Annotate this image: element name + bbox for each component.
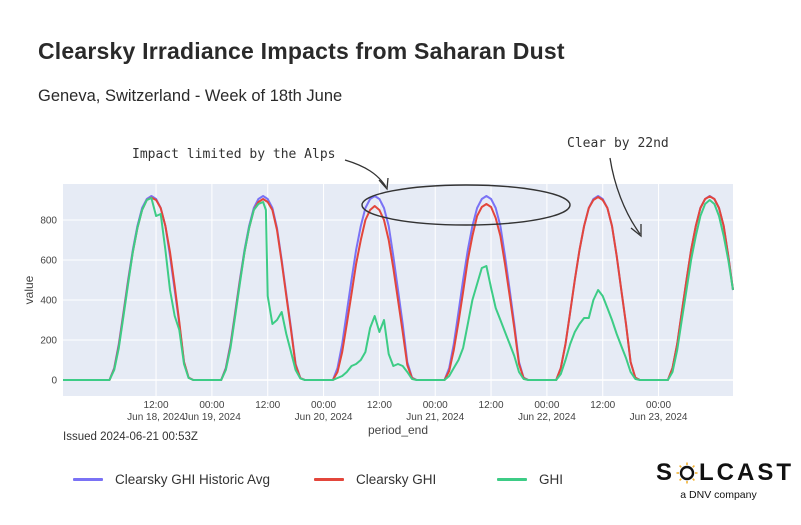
x-tick-date: Jun 21, 2024	[406, 412, 464, 423]
legend-label-clearsky: Clearsky GHI	[356, 471, 437, 487]
x-tick-date: Jun 22, 2024	[518, 412, 576, 423]
issued-timestamp: Issued 2024-06-21 00:53Z	[63, 431, 198, 443]
y-tick-label: 600	[40, 256, 57, 267]
chart-subtitle: Geneva, Switzerland - Week of 18th June	[38, 87, 343, 105]
y-tick-label: 800	[40, 216, 57, 227]
annotation-alps-arrow	[344, 159, 387, 188]
legend-label-ghi: GHI	[539, 471, 564, 487]
x-tick-label: 12:00	[255, 400, 280, 411]
x-tick-label: 00:00	[423, 400, 448, 411]
x-tick-label: 00:00	[534, 400, 559, 411]
annotation-alps-ellipse	[361, 184, 571, 226]
solcast-logo: S LCAST a DNV company	[656, 459, 791, 501]
legend-swatch-ghi	[497, 477, 527, 481]
annotation-clear: Clear by 22nd	[567, 136, 669, 151]
legend-item-historic[interactable]: Clearsky GHI Historic Avg	[73, 470, 270, 488]
x-tick-label: 12:00	[479, 400, 504, 411]
annotation-alps-arrowhead	[378, 177, 389, 191]
y-tick-label: 200	[40, 336, 57, 347]
x-tick-label: 00:00	[311, 400, 336, 411]
x-tick-label: 12:00	[144, 400, 169, 411]
y-axis: 0 200 400 600 800	[40, 216, 57, 387]
legend-item-clearsky[interactable]: Clearsky GHI	[314, 470, 436, 488]
legend-item-ghi[interactable]: GHI	[497, 470, 563, 488]
x-tick-date: Jun 19, 2024	[183, 412, 241, 423]
x-axis-title: period_end	[368, 423, 428, 437]
x-tick-label: 12:00	[590, 400, 615, 411]
logo-word-right: LCAST	[699, 459, 795, 486]
logo-word-left: S	[656, 459, 676, 486]
legend-swatch-historic	[73, 477, 103, 481]
x-tick-label: 12:00	[367, 400, 392, 411]
x-tick-label: 00:00	[646, 400, 671, 411]
sun-icon	[676, 462, 698, 484]
legend-label-historic: Clearsky GHI Historic Avg	[115, 471, 271, 487]
series-lines	[63, 195, 734, 381]
annotation-alps: Impact limited by the Alps	[132, 147, 336, 162]
x-tick-label: 00:00	[199, 400, 224, 411]
y-tick-label: 0	[51, 376, 57, 387]
annotation-clear-arrowhead	[630, 224, 642, 238]
x-tick-date: Jun 18, 2024	[127, 412, 185, 423]
y-axis-title: value	[22, 275, 36, 304]
chart-title: Clearsky Irradiance Impacts from Saharan…	[38, 38, 565, 64]
logo-subtitle: a DNV company	[680, 489, 757, 501]
x-tick-date: Jun 23, 2024	[630, 412, 688, 423]
series-line-ghi[interactable]	[63, 197, 734, 381]
annotation-clear-arrow	[609, 157, 641, 235]
x-tick-date: Jun 20, 2024	[295, 412, 353, 423]
y-tick-label: 400	[40, 296, 57, 307]
legend-swatch-clearsky	[314, 477, 344, 481]
